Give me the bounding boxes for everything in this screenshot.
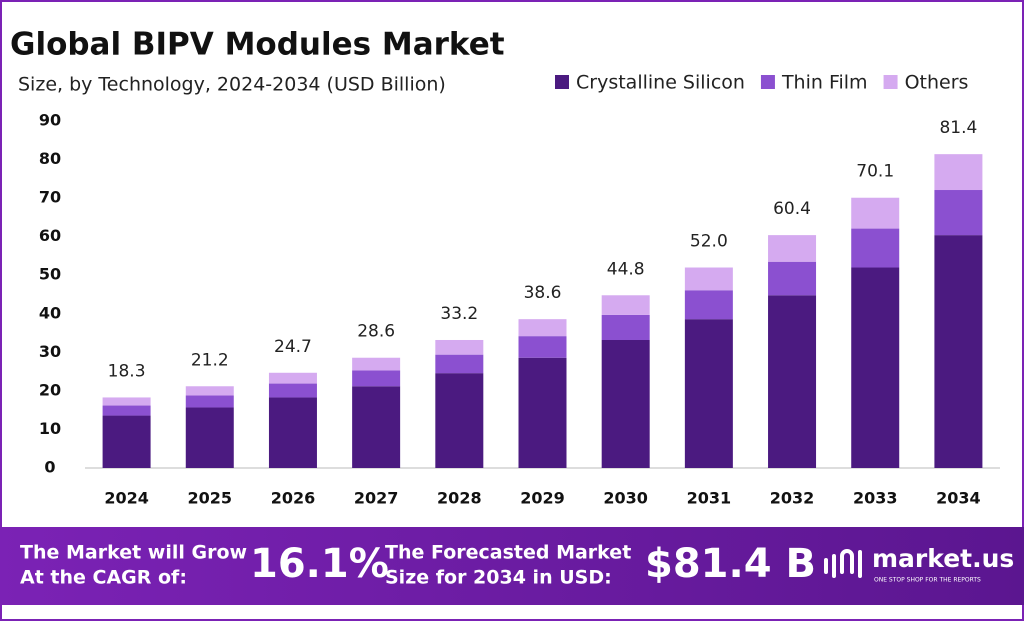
x-tick-label: 2032 (770, 489, 815, 508)
x-tick-label: 2027 (354, 489, 399, 508)
total-label: 81.4 (939, 118, 977, 138)
y-tick-label: 70 (39, 188, 61, 207)
bar-segment (352, 370, 401, 387)
bar-segment (435, 373, 484, 468)
total-label: 44.8 (607, 259, 645, 279)
x-tick-label: 2025 (188, 489, 233, 508)
bar-segment (851, 228, 900, 268)
chart-title: Global BIPV Modules Market (10, 27, 505, 63)
bar-segment (102, 405, 151, 416)
total-label: 24.7 (274, 337, 312, 357)
legend-swatch (555, 75, 569, 89)
x-tick-label: 2031 (687, 489, 732, 508)
bar-segment (601, 339, 650, 468)
legend-swatch (883, 75, 898, 89)
y-tick-label: 40 (39, 303, 61, 322)
total-label: 38.6 (524, 283, 562, 303)
total-label: 33.2 (440, 304, 478, 324)
bar-segment (934, 235, 983, 468)
brand-logo (824, 549, 862, 578)
bar-segment (851, 197, 900, 229)
bar-segment (684, 290, 733, 320)
bar-segment (435, 339, 484, 355)
y-tick-label: 30 (39, 342, 61, 361)
x-tick-label: 2029 (520, 489, 565, 508)
bar-segment (684, 319, 733, 468)
bar-segment (601, 295, 650, 315)
bar-segment (268, 397, 317, 468)
bar-segment (268, 372, 317, 384)
y-tick-label: 80 (39, 149, 61, 168)
x-tick-label: 2024 (104, 489, 149, 508)
logo-icon (824, 549, 862, 578)
forecast-value: $81.4 B (645, 541, 816, 587)
bar-segment (518, 319, 567, 337)
chart-subtitle: Size, by Technology, 2024-2034 (USD Bill… (18, 74, 446, 96)
bar-segment (518, 357, 567, 468)
forecast-text: Size for 2034 in USD: (385, 567, 612, 589)
total-label: 21.2 (191, 350, 229, 370)
legend-label: Crystalline Silicon (576, 72, 745, 94)
legend-label: Others (905, 72, 969, 94)
y-tick-label: 90 (39, 111, 61, 130)
total-label: 70.1 (856, 162, 894, 182)
bar-segment (352, 357, 401, 371)
cagr-text: The Market will Grow (20, 542, 247, 564)
x-tick-label: 2030 (603, 489, 648, 508)
bar-segment (185, 407, 234, 468)
x-tick-label: 2034 (936, 489, 981, 508)
x-tick-label: 2026 (271, 489, 316, 508)
bar-segment (102, 397, 151, 406)
bar-segment (185, 395, 234, 408)
bar-segment (102, 415, 151, 468)
bar-segment (768, 261, 817, 296)
bar-segment (435, 354, 484, 374)
bar-segment (851, 267, 900, 468)
bar-segment (768, 295, 817, 468)
legend-swatch (760, 75, 775, 89)
y-tick-label: 0 (44, 458, 55, 477)
bar-segment (768, 235, 817, 262)
bar-segment (185, 386, 234, 396)
legend-label: Thin Film (781, 72, 868, 94)
bar-segment (934, 190, 983, 236)
total-label: 18.3 (108, 361, 146, 381)
total-label: 60.4 (773, 199, 811, 219)
cagr-value: 16.1% (250, 541, 389, 587)
y-tick-label: 60 (39, 226, 61, 245)
bar-segment (934, 154, 983, 191)
bar-segment (684, 267, 733, 291)
y-tick-label: 50 (39, 265, 61, 284)
total-label: 52.0 (690, 232, 728, 252)
tagline: ONE STOP SHOP FOR THE REPORTS (874, 577, 981, 584)
x-tick-label: 2028 (437, 489, 482, 508)
brand: market.us (872, 544, 1014, 573)
x-tick-label: 2033 (853, 489, 898, 508)
bar-segment (268, 383, 317, 398)
total-label: 28.6 (357, 322, 395, 342)
y-tick-label: 20 (39, 380, 61, 399)
y-tick-label: 10 (39, 419, 61, 438)
bar-segment (352, 386, 401, 468)
forecast-text: The Forecasted Market (385, 542, 631, 564)
bar-segment (518, 336, 567, 358)
bar-segment (601, 314, 650, 340)
cagr-text: At the CAGR of: (20, 567, 187, 589)
